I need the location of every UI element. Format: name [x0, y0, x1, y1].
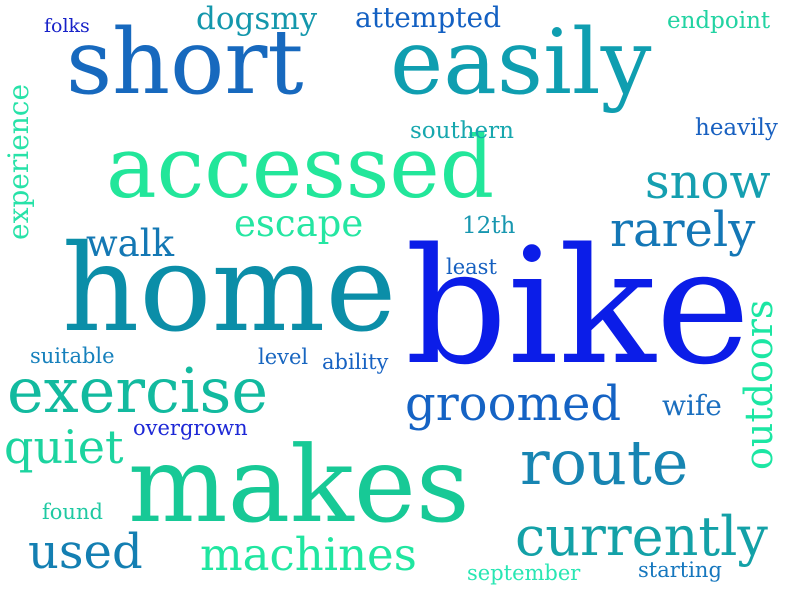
word-exercise: exercise [7, 354, 269, 427]
word-rarely: rarely [610, 202, 756, 258]
word-wife: wife [662, 389, 722, 422]
word-escape: escape [234, 202, 364, 245]
word-walk: walk [86, 222, 174, 265]
word-level: level [258, 345, 309, 369]
word-route: route [520, 426, 689, 499]
word-suitable: suitable [30, 344, 115, 368]
word-short: short [66, 10, 304, 115]
word-outdoors: outdoors [737, 299, 781, 470]
word-overgrown: overgrown [133, 416, 248, 440]
word-september: september [467, 561, 581, 585]
word-machines: machines [200, 528, 417, 581]
word-accessed: accessed [106, 119, 495, 218]
word-least: least [446, 255, 497, 279]
word-experience: experience [2, 83, 35, 240]
word-endpoint: endpoint [667, 8, 771, 34]
word-folks: folks [44, 15, 90, 37]
word-home: home [62, 220, 397, 359]
word-snow: snow [645, 154, 771, 210]
word-bike: bike [405, 213, 751, 400]
word-dogsmy: dogsmy [196, 1, 318, 37]
word-starting: starting [638, 558, 722, 582]
word-easily: easily [390, 10, 652, 115]
word-found: found [42, 500, 103, 524]
word-12th: 12th [462, 213, 516, 239]
word-currently: currently [515, 505, 768, 568]
word-makes: makes [128, 424, 470, 546]
word-used: used [28, 524, 143, 580]
word-ability: ability [322, 350, 389, 374]
word-groomed: groomed [405, 376, 622, 432]
word-quiet: quiet [4, 420, 124, 474]
word-attempted: attempted [355, 1, 501, 34]
word-southern: southern [410, 118, 514, 144]
word-heavily: heavily [695, 115, 778, 141]
